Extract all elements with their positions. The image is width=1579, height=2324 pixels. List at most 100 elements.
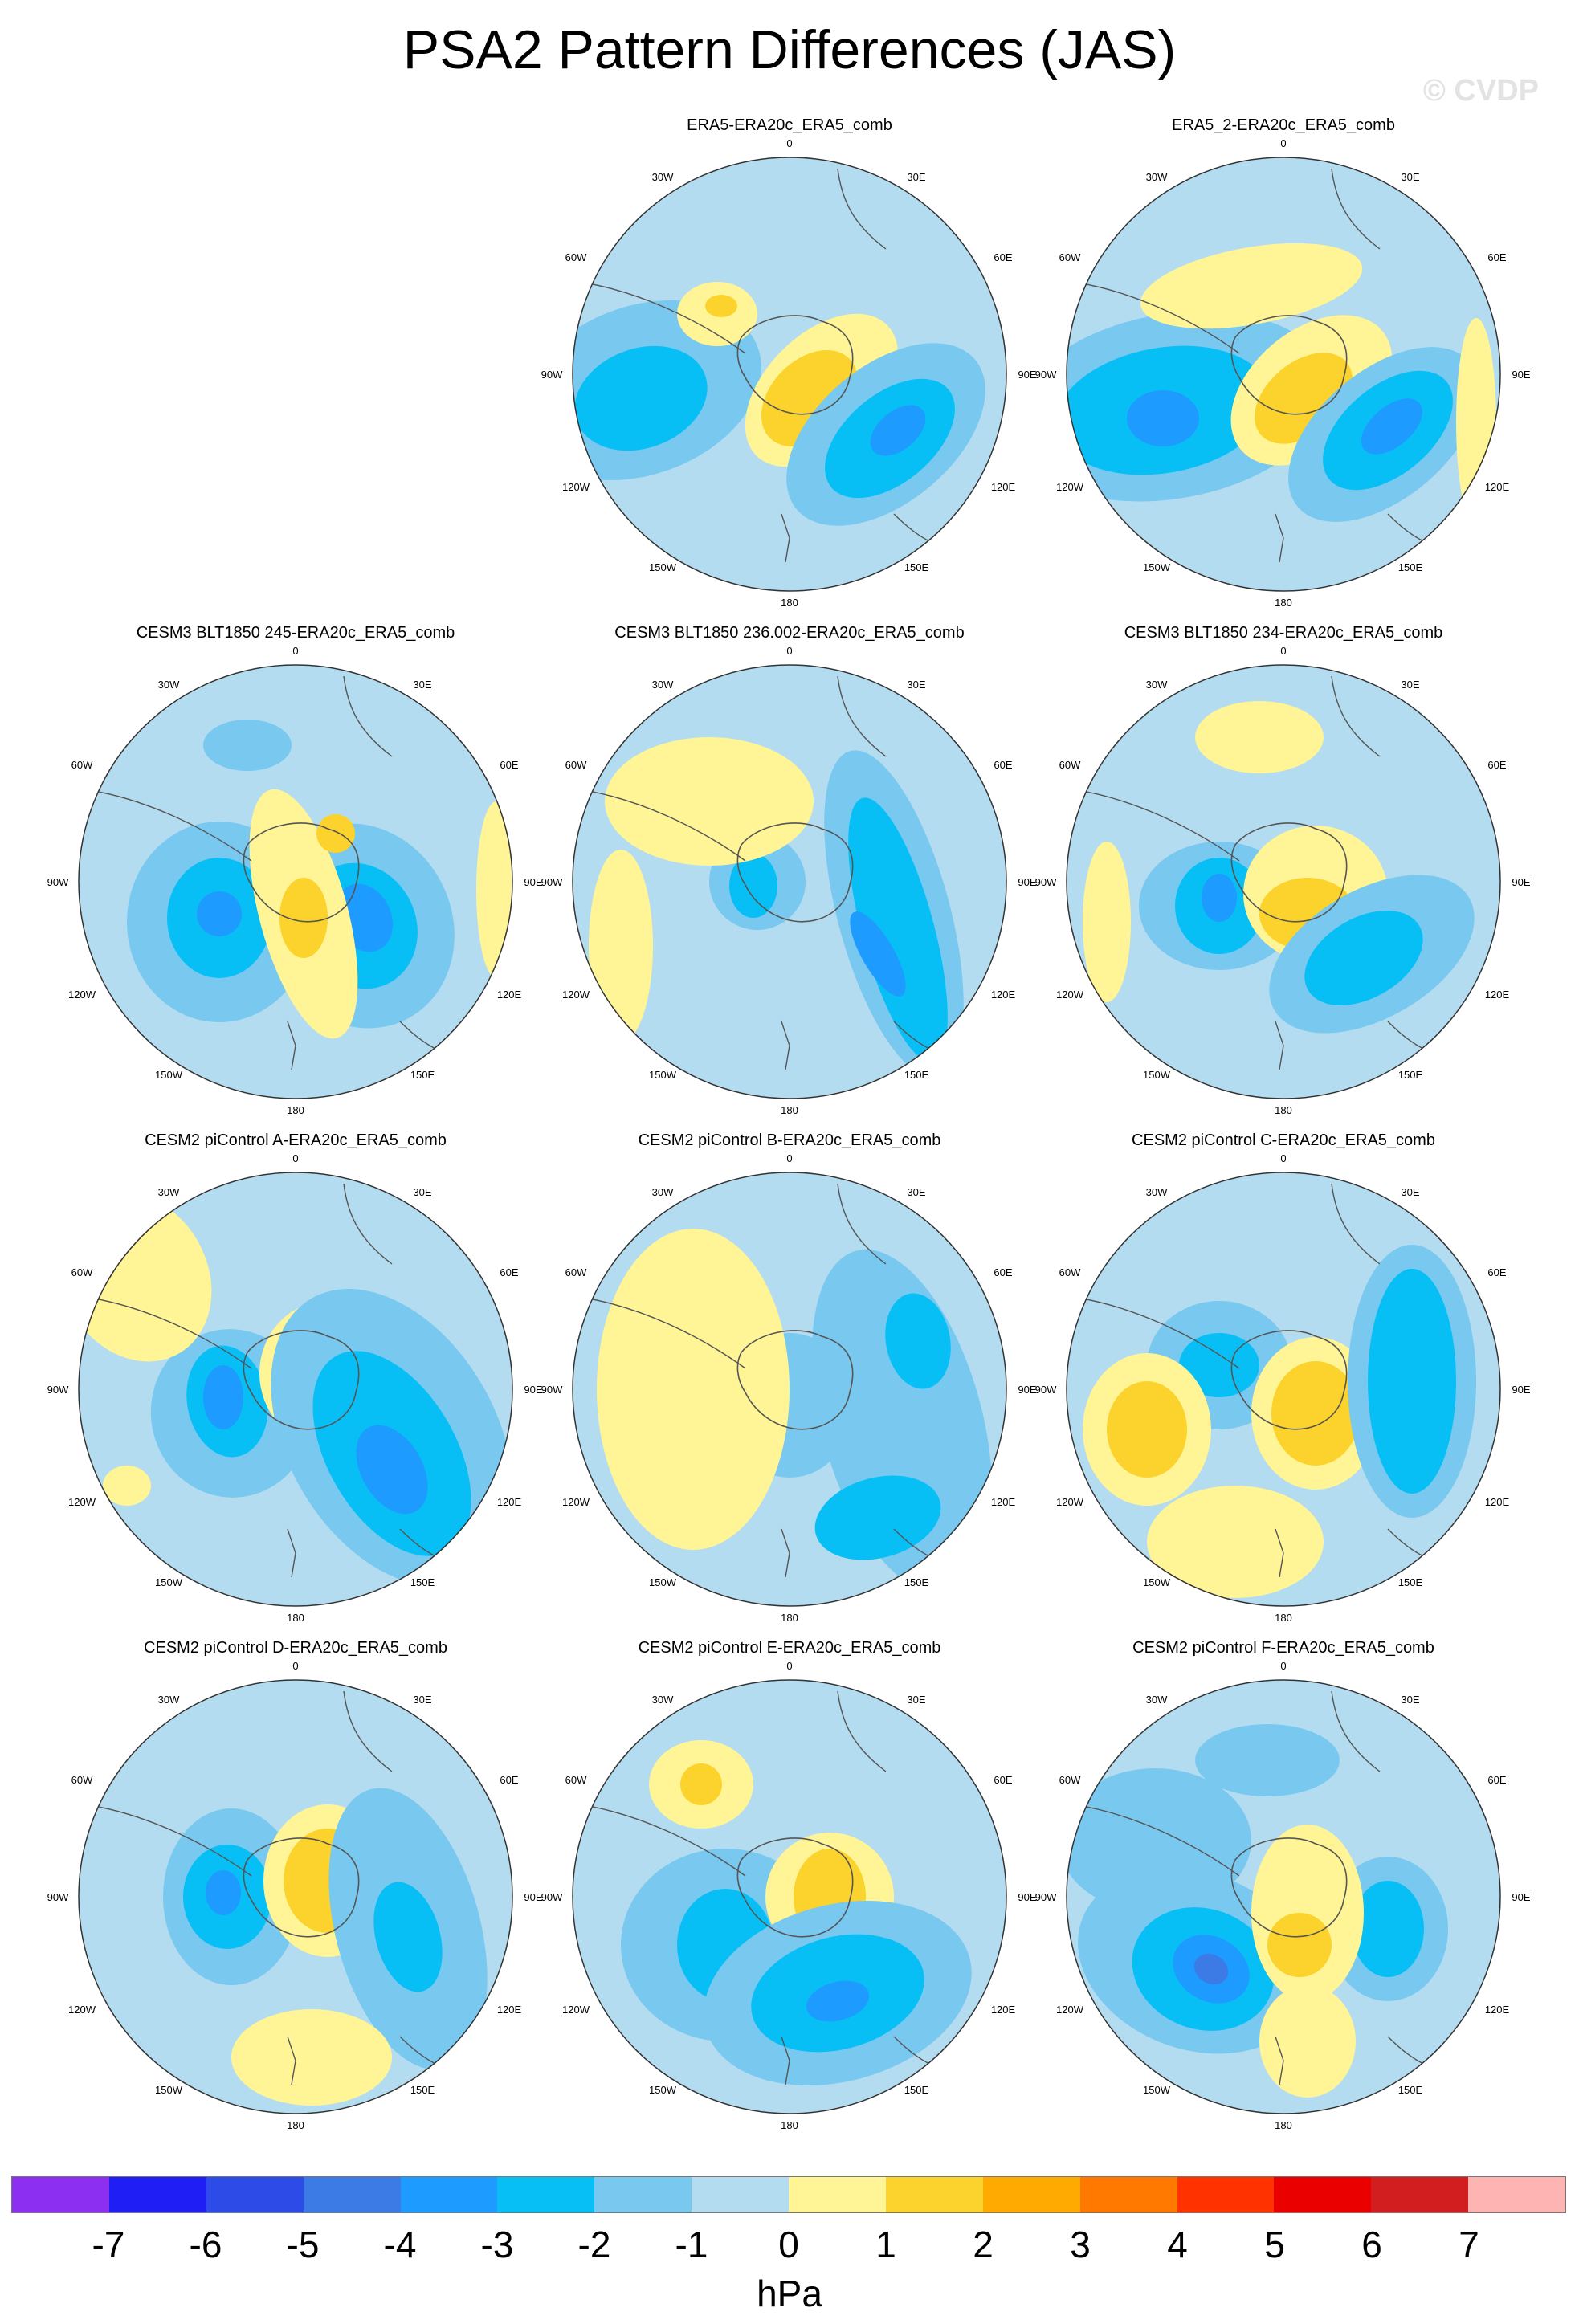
contour-region <box>103 1466 151 1506</box>
colorbar-swatch <box>400 2177 498 2212</box>
longitude-label-90w: 90W <box>541 1891 563 1903</box>
longitude-label-150w: 150W <box>649 1069 677 1081</box>
longitude-label-120e: 120E <box>1485 1496 1510 1508</box>
longitude-label-180: 180 <box>781 597 798 609</box>
longitude-label-60e: 60E <box>500 1774 518 1786</box>
longitude-label-30w: 30W <box>1146 1186 1168 1198</box>
longitude-label-90e: 90E <box>1512 369 1530 381</box>
longitude-label-0: 0 <box>786 137 792 149</box>
longitude-label-60w: 60W <box>1059 1774 1081 1786</box>
longitude-label-120e: 120E <box>991 1496 1016 1508</box>
polar-map: 0 30W 30E 60W 60E 90W 90E 120W 120E 150W 150E 180 <box>1035 1660 1531 2131</box>
contour-field <box>79 1172 512 1606</box>
africa-coastline <box>343 1690 393 1772</box>
longitude-label-0: 0 <box>292 645 298 657</box>
panel-title: CESM3 BLT1850 236.002-ERA20c_ERA5_comb <box>614 624 965 642</box>
antarctica-coastline <box>243 1837 360 1938</box>
longitude-label-120w: 120W <box>562 2004 590 2016</box>
map-panel: CESM3 BLT1850 234-ERA20c_ERA5_comb 0 30W 30… <box>1034 623 1532 1116</box>
longitude-label-120w: 120W <box>1056 1496 1084 1508</box>
cvdp-watermark: © CVDP <box>1422 74 1539 108</box>
antarctica-coastline <box>736 1330 854 1430</box>
longitude-label-30w: 30W <box>1146 171 1168 183</box>
africa-coastline <box>1331 168 1381 250</box>
new-zealand-coastline <box>781 513 790 563</box>
longitude-label-30w: 30W <box>652 171 674 183</box>
contour-region <box>316 814 355 853</box>
longitude-label-0: 0 <box>786 1660 792 1672</box>
colorbar-units: hPa <box>757 2273 822 2314</box>
antarctica-coastline <box>1230 1330 1348 1430</box>
longitude-label-90w: 90W <box>541 876 563 888</box>
longitude-label-30w: 30W <box>652 679 674 691</box>
colorbar-tick-label: -4 <box>383 2224 417 2265</box>
new-zealand-coastline <box>781 1021 790 1070</box>
longitude-label-60e: 60E <box>994 251 1012 263</box>
longitude-label-60w: 60W <box>71 1774 93 1786</box>
longitude-label-180: 180 <box>287 2119 304 2131</box>
contour-region <box>1083 842 1131 1002</box>
colorbar-tick-label: -6 <box>189 2224 222 2265</box>
antarctica-coastline <box>1230 1837 1348 1938</box>
longitude-label-0: 0 <box>1280 645 1286 657</box>
south-america-coastline <box>79 788 252 862</box>
colorbar-swatch <box>1274 2177 1372 2212</box>
longitude-label-30e: 30E <box>413 679 431 691</box>
south-america-coastline <box>573 1295 746 1369</box>
colorbar-swatch <box>789 2177 886 2212</box>
longitude-label-120e: 120E <box>497 2004 522 2016</box>
panel-title: ERA5-ERA20c_ERA5_comb <box>687 116 892 134</box>
antarctica-coastline <box>243 1330 360 1430</box>
longitude-label-60e: 60E <box>994 1774 1012 1786</box>
contour-field <box>79 665 512 1099</box>
longitude-label-150e: 150E <box>410 1576 435 1588</box>
longitude-label-60w: 60W <box>565 251 587 263</box>
contour-field <box>79 1680 512 2114</box>
longitude-label-180: 180 <box>781 2119 798 2131</box>
map-border <box>1066 1679 1501 2114</box>
south-america-coastline <box>573 280 746 354</box>
map-border <box>1066 664 1501 1099</box>
longitude-label-90e: 90E <box>1018 1384 1036 1396</box>
longitude-label-90w: 90W <box>1035 1384 1057 1396</box>
longitude-label-120w: 120W <box>1056 481 1084 493</box>
south-america-coastline <box>573 788 746 862</box>
africa-coastline <box>343 675 393 757</box>
new-zealand-coastline <box>781 2036 790 2085</box>
longitude-label-180: 180 <box>1275 597 1292 609</box>
map-panel: CESM2 piControl F-ERA20c_ERA5_comb 0 30W 30… <box>1034 1638 1532 2131</box>
longitude-label-120w: 120W <box>562 1496 590 1508</box>
colorbar-tick-label: 0 <box>778 2224 799 2265</box>
longitude-label-30e: 30E <box>907 171 925 183</box>
map-panel: ERA5-ERA20c_ERA5_comb 0 30W 30E 60W 60E 90W 90E… <box>541 116 1038 609</box>
map-panel: CESM2 piControl D-ERA20c_ERA5_comb 0 30W 30… <box>47 1638 545 2131</box>
colorbar-swatch <box>1371 2177 1469 2212</box>
longitude-label-150e: 150E <box>1398 561 1423 573</box>
contour-field <box>1067 665 1500 1099</box>
longitude-label-180: 180 <box>1275 2119 1292 2131</box>
contour-region <box>231 2009 392 2106</box>
contour-field <box>1067 157 1500 591</box>
longitude-label-90e: 90E <box>1512 876 1530 888</box>
contour-region <box>373 1882 443 1992</box>
longitude-label-120e: 120E <box>1485 989 1510 1001</box>
longitude-label-150w: 150W <box>649 561 677 573</box>
longitude-label-0: 0 <box>292 1660 298 1672</box>
contour-region <box>870 405 926 456</box>
longitude-label-60w: 60W <box>1059 1266 1081 1278</box>
new-zealand-coastline <box>1275 2036 1284 2085</box>
longitude-label-90e: 90E <box>1512 1891 1530 1903</box>
longitude-label-150e: 150E <box>1398 2084 1423 2096</box>
south-america-coastline <box>1067 280 1240 354</box>
africa-coastline <box>837 1183 887 1265</box>
colorbar-tick-label: 4 <box>1167 2224 1188 2265</box>
longitude-label-150w: 150W <box>1143 1069 1171 1081</box>
new-zealand-coastline <box>287 1528 296 1578</box>
contour-region <box>1259 1985 1356 2098</box>
longitude-label-120e: 120E <box>991 2004 1016 2016</box>
antarctica-coastline <box>736 315 854 415</box>
contour-region <box>476 801 512 978</box>
colorbar-swatch <box>12 2177 109 2212</box>
longitude-label-30w: 30W <box>652 1186 674 1198</box>
contour-region <box>1271 1361 1360 1466</box>
